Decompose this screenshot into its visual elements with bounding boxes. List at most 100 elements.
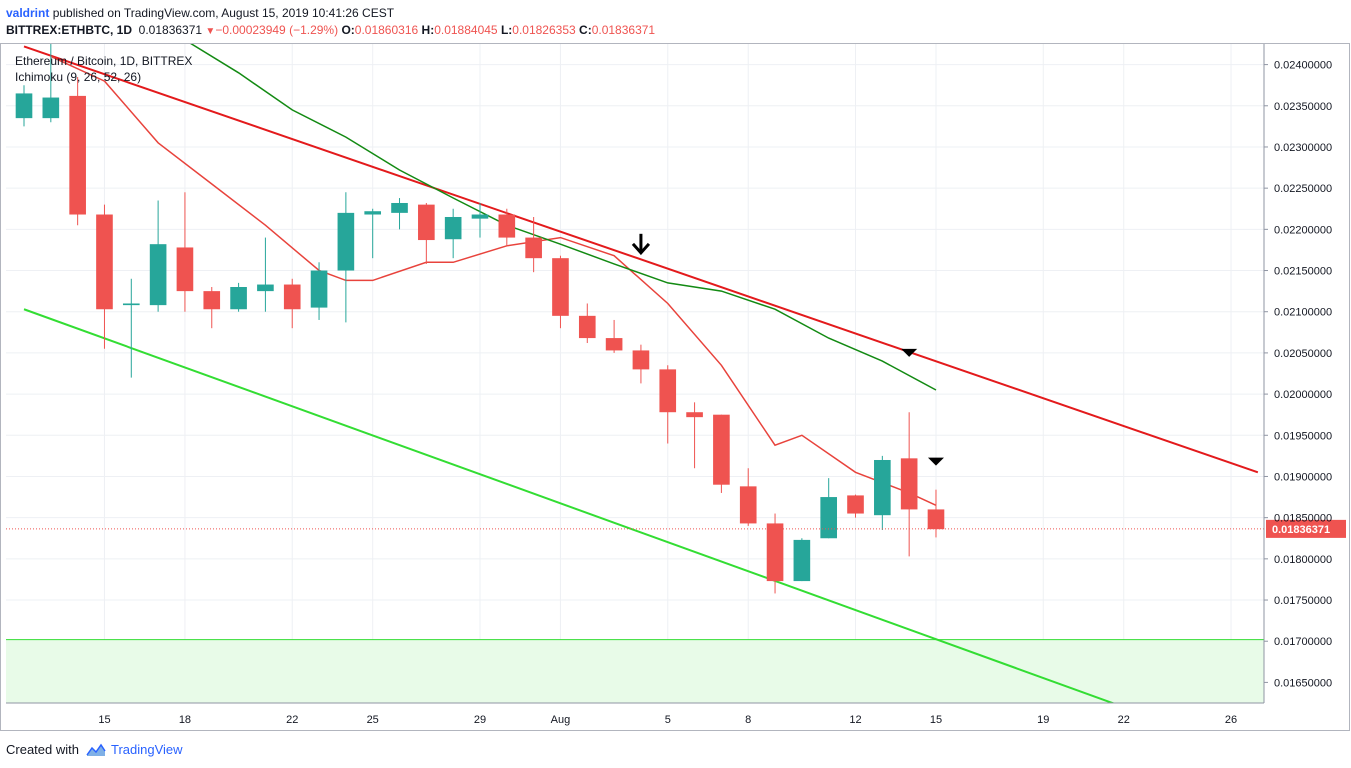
candle — [552, 255, 569, 329]
y-tick-label: 0.01750000 — [1274, 595, 1332, 607]
candle — [713, 414, 730, 493]
close-label: C: — [579, 23, 592, 37]
candle-body — [391, 202, 408, 213]
support-zone-layer — [6, 639, 1264, 703]
candle — [686, 402, 703, 469]
y-tick-label: 0.02150000 — [1274, 266, 1332, 278]
candle-body — [230, 287, 247, 310]
x-tick-label: 12 — [849, 714, 861, 726]
candle-body — [605, 338, 623, 351]
last-price: 0.01836371 — [138, 23, 203, 37]
candle-body — [418, 204, 435, 241]
candle — [42, 44, 60, 123]
candle-body — [525, 237, 542, 259]
axes: 15 18 22 25 29 Aug 5 8 12 15 19 22 26 0.02400000 0.023… — [0, 43, 1350, 731]
candle — [337, 192, 355, 323]
down-triangle-marker — [901, 348, 918, 357]
candle — [874, 455, 891, 531]
low-value: 0.01826353 — [512, 23, 576, 37]
symbol-label: BITTREX:ETHBTC, 1D — [6, 23, 132, 37]
y-tick-label: 0.02200000 — [1274, 224, 1332, 236]
open-value: 0.01860316 — [354, 23, 419, 37]
y-tick-label: 0.01800000 — [1274, 554, 1332, 566]
y-tick-label: 0.02350000 — [1274, 101, 1332, 113]
x-tick-label: 25 — [367, 714, 379, 726]
high-label: H: — [421, 23, 435, 37]
candle-body — [257, 284, 274, 292]
x-tick-label: 18 — [179, 714, 191, 726]
candle-body — [552, 258, 569, 316]
resistance-trendline — [23, 45, 1259, 474]
down-triangle-icon: ▼ — [205, 26, 216, 37]
high-value: 0.01884045 — [434, 23, 498, 37]
symbol-info-line: BITTREX:ETHBTC, 1D 0.01836371 ▼−0.000239… — [6, 22, 655, 40]
candle-body — [874, 459, 891, 516]
candle-body — [713, 414, 730, 485]
candle-body — [283, 284, 301, 310]
candle — [793, 538, 811, 582]
x-tick-label: 19 — [1037, 714, 1049, 726]
chart-title: Ethereum / Bitcoin, 1D, BITTREX — [15, 54, 192, 68]
down-triangle-marker — [927, 457, 944, 466]
candle-body — [310, 270, 328, 308]
plot-area[interactable] — [6, 44, 1264, 703]
candle-body — [793, 539, 811, 582]
created-with-text: Created with — [6, 742, 79, 757]
published-text: published on TradingView.com, August 15,… — [52, 6, 395, 20]
candle — [927, 489, 945, 538]
candle-body — [176, 247, 194, 292]
y-tick-label: 0.02050000 — [1274, 348, 1332, 360]
last-price-badge — [1266, 519, 1346, 538]
candle — [578, 303, 596, 344]
candle — [605, 319, 623, 353]
candle-body — [498, 214, 516, 238]
candle — [96, 204, 113, 349]
candle-body — [900, 458, 918, 510]
candle — [471, 202, 489, 238]
arrow-head — [631, 242, 651, 256]
candle — [498, 208, 516, 246]
candle — [418, 202, 435, 264]
candle-body — [149, 244, 167, 306]
y-tick-label: 0.02100000 — [1274, 307, 1332, 319]
candle — [739, 468, 757, 526]
tradingview-brand[interactable]: TradingView — [111, 742, 183, 757]
candle-body — [659, 369, 677, 413]
close-value: 0.01836371 — [591, 23, 656, 37]
ichimoku-base-line — [190, 44, 937, 391]
candle-body — [927, 509, 945, 530]
candle — [15, 85, 33, 127]
candle — [632, 344, 650, 384]
x-tick-label: Aug — [551, 714, 571, 726]
open-label: O: — [341, 23, 355, 37]
last-price-badge-text: 0.01836371 — [1272, 524, 1330, 536]
x-tick-label: 8 — [745, 714, 751, 726]
x-tick-label: 22 — [1118, 714, 1130, 726]
candle-body — [739, 486, 757, 524]
candle — [659, 365, 677, 444]
last-price-layer: 0.01836371 — [6, 519, 1346, 538]
y-tick-label: 0.02250000 — [1274, 183, 1332, 195]
candle-body — [364, 211, 382, 215]
trendlines-layer — [23, 45, 1259, 703]
candle — [230, 282, 247, 312]
x-tick-label: 5 — [665, 714, 671, 726]
support-trendline — [23, 308, 1116, 703]
candle — [847, 494, 864, 518]
x-tick-label: 26 — [1225, 714, 1237, 726]
candle-body — [632, 350, 650, 370]
candle — [69, 76, 86, 226]
candle-body — [203, 291, 221, 310]
down-arrow-marker — [631, 233, 651, 256]
candle-body — [766, 523, 784, 582]
x-tick-label: 15 — [930, 714, 942, 726]
candle — [122, 278, 140, 378]
x-tick-label: 29 — [474, 714, 486, 726]
candle — [149, 200, 167, 312]
footer: Created with TradingView — [6, 742, 183, 758]
low-label: L: — [500, 23, 513, 37]
candle — [203, 287, 221, 329]
author-name[interactable]: valdrint — [6, 6, 50, 20]
y-tick-label: 0.02400000 — [1274, 60, 1332, 72]
